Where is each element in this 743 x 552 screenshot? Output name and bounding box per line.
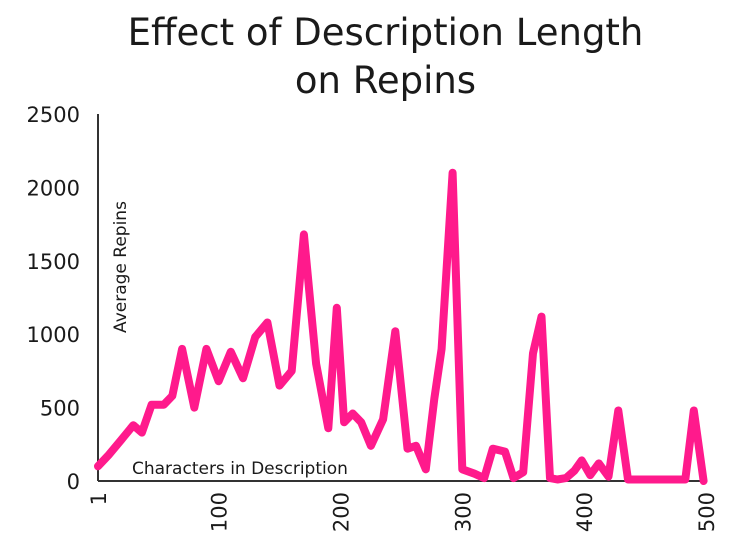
x-tick-label: 100 xyxy=(208,492,232,532)
x-tick-labels: 1 100 200 300 400 500 xyxy=(87,492,719,532)
chart-title-line-1: Effect of Description Length xyxy=(127,11,644,54)
y-tick-label: 1500 xyxy=(27,250,80,274)
y-tick-labels: 0 500 1000 1500 2000 2500 xyxy=(27,103,80,494)
x-tick-label: 400 xyxy=(573,492,597,532)
x-tick-label: 500 xyxy=(695,492,719,532)
y-tick-label: 500 xyxy=(40,397,80,421)
y-tick-label: 0 xyxy=(67,470,80,494)
series-layer xyxy=(94,168,708,485)
y-tick-label: 2000 xyxy=(27,176,80,200)
x-axis-label: Characters in Description xyxy=(132,459,348,479)
y-tick-label: 2500 xyxy=(27,103,80,127)
y-tick-label: 1000 xyxy=(27,323,80,347)
series-line-0 xyxy=(94,168,708,485)
y-axis-label: Average Repins xyxy=(111,201,131,333)
chart-title-line-2: on Repins xyxy=(294,59,477,102)
x-tick-label: 1 xyxy=(87,492,111,505)
x-tick-label: 200 xyxy=(329,492,353,532)
x-tick-label: 300 xyxy=(451,492,475,532)
